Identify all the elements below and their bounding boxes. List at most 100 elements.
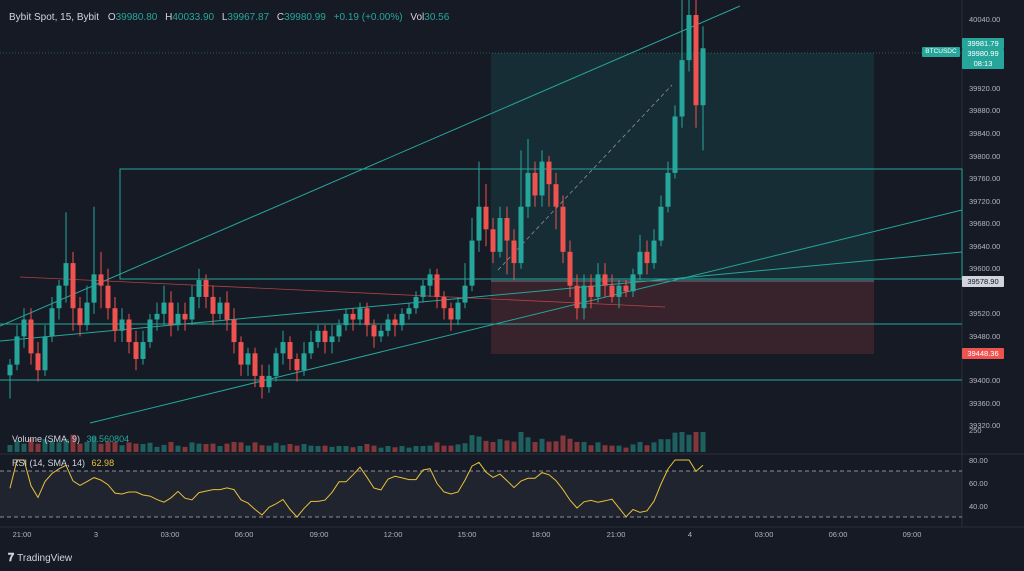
volume-bar (371, 445, 377, 452)
volume-bar (308, 445, 314, 452)
candle-body (658, 206, 664, 241)
price-tick: 39680.00 (969, 219, 1001, 228)
candle-body (385, 319, 391, 331)
candle-body (112, 308, 118, 331)
volume-bar (119, 445, 125, 452)
position-loss-zone[interactable] (491, 281, 874, 354)
candle-body (539, 161, 545, 196)
stop-price-tag: 39448.36 (962, 348, 1004, 359)
tradingview-logo[interactable]: 𝟕 TradingView (8, 552, 72, 565)
candle-body (616, 285, 622, 297)
time-tick: 15:00 (457, 530, 477, 539)
volume-bar (406, 447, 412, 452)
candle-body (378, 330, 384, 337)
low-label: L (221, 12, 228, 23)
candle-body (371, 325, 377, 337)
candle-body (105, 285, 111, 309)
volume-bar (98, 443, 104, 452)
volume-bar (322, 445, 328, 452)
volume-bar (259, 445, 265, 452)
candle-body (679, 60, 685, 117)
candle-body (553, 184, 559, 207)
volume-bar (294, 445, 300, 452)
price-tick: 39760.00 (969, 174, 1001, 183)
volume-bar (252, 442, 258, 452)
candle-body (98, 274, 104, 286)
candle-body (434, 274, 440, 297)
time-tick: 09:00 (902, 530, 922, 539)
candle-body (497, 218, 503, 252)
candle-body (28, 319, 34, 354)
volume-bar (357, 446, 363, 452)
tradingview-logo-text: TradingView (17, 553, 73, 564)
volume-bar (161, 444, 167, 452)
volume-bar (224, 443, 230, 452)
volume-bar (70, 434, 76, 452)
volume-legend[interactable]: Volume (SMA, 9) 30.560804 (12, 434, 129, 444)
symbol-price-tag: BTCUSDC (922, 47, 960, 57)
time-tick: 21:00 (12, 530, 32, 539)
candle-body (14, 336, 20, 365)
time-tick: 06:00 (828, 530, 848, 539)
candle-body (448, 308, 454, 320)
candle-body (343, 313, 349, 326)
volume-bar (14, 440, 20, 452)
volume-bar (196, 443, 202, 452)
candle-body (588, 285, 594, 297)
volume-bar (378, 447, 384, 452)
volume-bar (665, 439, 671, 452)
candle-body (238, 342, 244, 365)
candle-body (203, 280, 209, 297)
candle-body (259, 375, 265, 388)
rsi-tick: 60.00 (969, 479, 988, 488)
trendline-upper-channel[interactable] (0, 5, 741, 327)
volume-bar (483, 440, 489, 452)
time-tick: 09:00 (309, 530, 329, 539)
candle-body (546, 161, 552, 185)
candle-body (602, 274, 608, 286)
candle-body (84, 302, 90, 326)
trendline-resistance[interactable] (19, 276, 666, 308)
candle-body (595, 274, 601, 297)
candle-body (322, 330, 328, 343)
volume-bar (21, 443, 27, 452)
candle-body (357, 308, 363, 320)
candle-body (469, 240, 475, 286)
volume-bar (609, 445, 615, 452)
price-tick: 39520.00 (969, 309, 1001, 318)
current-price-tag: 39980.99 08:13 (962, 49, 1004, 69)
volume-bar (455, 444, 461, 452)
candle-body (273, 353, 279, 376)
price-tick: 39920.00 (969, 84, 1001, 93)
volume-bar (77, 443, 83, 452)
time-tick: 03:00 (160, 530, 180, 539)
volume-bar (658, 439, 664, 452)
candle-body (315, 330, 321, 343)
candle-body (140, 342, 146, 359)
rsi-legend[interactable]: RSI (14, SMA, 14) 62.98 (12, 458, 114, 468)
volume-axis-tick: 250 (969, 426, 982, 435)
trendline-lower[interactable] (89, 209, 963, 424)
candle-body (63, 263, 69, 286)
price-tick: 40040.00 (969, 15, 1001, 24)
price-tick: 39720.00 (969, 197, 1001, 206)
symbol-label[interactable]: Bybit Spot, 15, Bybit (9, 12, 100, 23)
price-tick: 39880.00 (969, 106, 1001, 115)
trendline-mid[interactable] (0, 251, 963, 342)
volume-bar (441, 445, 447, 452)
volume-bar (497, 439, 503, 452)
volume-bar (525, 437, 531, 452)
candles-layer (7, 0, 706, 399)
rsi-indicator-value: 62.98 (91, 458, 115, 468)
volume-bar (35, 443, 41, 452)
candle-body (399, 313, 405, 326)
candle-body (364, 308, 370, 326)
candle-body (196, 280, 202, 297)
volume-bar (238, 442, 244, 452)
volume-bar (329, 446, 335, 452)
candle-body (406, 308, 412, 314)
volume-bar (413, 446, 419, 452)
candle-body (133, 342, 139, 359)
change-value: +0.19 (+0.00%) (333, 12, 403, 23)
